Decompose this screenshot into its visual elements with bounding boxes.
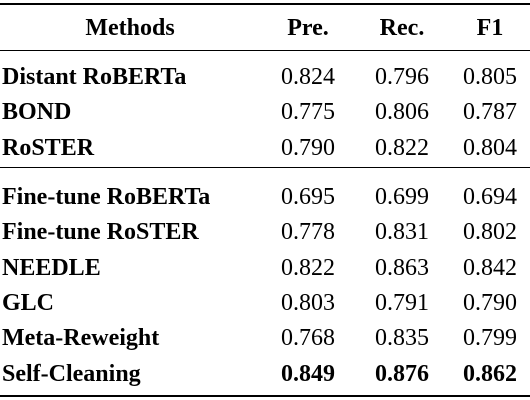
metric-value: 0.863: [375, 254, 429, 281]
header-rule: [0, 50, 530, 51]
metric-value: 0.824: [281, 64, 335, 90]
method-name: GLC: [2, 289, 55, 316]
metric-value: 0.806: [375, 99, 429, 126]
metric-value: 0.791: [375, 289, 429, 316]
metric-value: 0.790: [281, 134, 335, 161]
method-name: RoSTER: [2, 134, 95, 161]
metric-value: 0.822: [281, 254, 335, 281]
method-name: Distant RoBERTa: [2, 64, 187, 90]
column-header: F1: [476, 15, 504, 41]
metric-value: 0.804: [463, 134, 517, 161]
metric-value: 0.803: [281, 289, 335, 316]
column-header: Pre.: [287, 15, 329, 41]
metric-value: 0.796: [375, 64, 429, 90]
metric-value: 0.842: [463, 254, 517, 281]
metric-value: 0.775: [281, 99, 335, 126]
top-rule: [0, 3, 530, 5]
metric-value: 0.695: [281, 184, 335, 210]
metric-value: 0.799: [463, 325, 517, 352]
group-rule: [0, 167, 530, 168]
metric-value: 0.699: [375, 184, 429, 210]
column-header: Rec.: [379, 15, 425, 41]
metric-value: 0.862: [463, 360, 517, 387]
metric-value: 0.835: [375, 325, 429, 352]
metric-value: 0.849: [281, 360, 335, 387]
metric-value: 0.778: [281, 219, 335, 246]
metric-value: 0.787: [463, 99, 517, 126]
metric-value: 0.876: [375, 360, 429, 387]
method-name: Self-Cleaning: [2, 360, 141, 387]
metric-value: 0.805: [463, 64, 517, 90]
method-name: Meta-Reweight: [2, 325, 160, 352]
metric-value: 0.802: [463, 219, 517, 246]
metric-value: 0.768: [281, 325, 335, 352]
metric-value: 0.822: [375, 134, 429, 161]
method-name: NEEDLE: [2, 254, 101, 281]
method-name: Fine-tune RoSTER: [2, 219, 199, 246]
method-name: Fine-tune RoBERTa: [2, 184, 211, 210]
method-name: BOND: [2, 99, 72, 126]
metric-value: 0.831: [375, 219, 429, 246]
bottom-rule: [0, 395, 530, 397]
column-header: Methods: [85, 15, 175, 41]
metric-value: 0.694: [463, 184, 517, 210]
metric-value: 0.790: [463, 289, 517, 316]
